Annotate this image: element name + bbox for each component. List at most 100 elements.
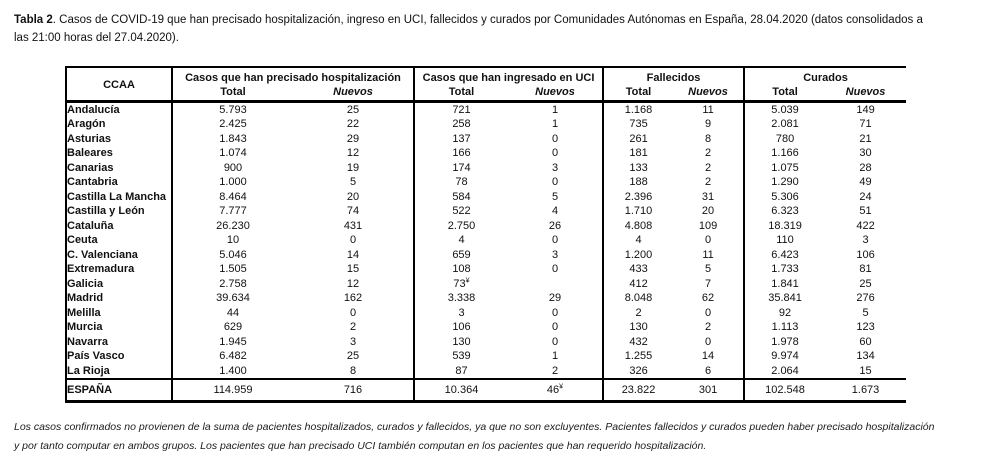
value-cell: 24 [859, 190, 872, 203]
value-cell: 0 [551, 176, 559, 188]
value-cell: 1 [551, 103, 559, 116]
value-cell: 74 [346, 205, 360, 217]
table-caption-line2: las 21:00 horas del 27.04.2020). [14, 32, 179, 44]
group-header-hospitalizacion: Casos que han precisado hospitalización [171, 67, 414, 85]
value-cell: 276 [856, 292, 875, 304]
value-cell: 108 [413, 262, 508, 277]
ccaa-cell: Asturias [67, 132, 112, 145]
value-cell: 110 [743, 233, 826, 248]
table-total-row: ESPAÑA 114.959 716 10.364 46¥ 23.822 301 102.54… [66, 379, 907, 402]
value-cell: 0 [551, 306, 559, 319]
value-cell: 149 [856, 103, 875, 116]
value-cell: 46¥ [546, 383, 564, 396]
ccaa-cell: Aragón [67, 118, 106, 130]
ccaa-cell: Cataluña [67, 219, 114, 232]
value-cell: 7 [704, 277, 712, 290]
value-cell: 39.634 [171, 291, 293, 306]
value-cell: 29 [548, 292, 562, 304]
value-cell: 123 [856, 321, 875, 333]
value-cell: 0 [551, 321, 559, 333]
table-header: CCAA Casos que han precisado hospitaliza… [66, 67, 907, 101]
value-cell: 432 [602, 334, 674, 349]
subheader-hosp-nuevos: Nuevos [333, 86, 373, 99]
value-cell: 301 [698, 384, 718, 396]
value-cell: 15 [346, 263, 360, 275]
value-cell: 174 [413, 160, 508, 175]
value-cell: 1.505 [171, 262, 293, 277]
value-cell: 9 [704, 118, 712, 130]
table-row: La Rioja 1.400 8 87 2 326 6 2.064 15 [66, 363, 906, 379]
value-cell: 1.945 [171, 334, 293, 349]
table-row: Aragón 2.425 22 258 1 735 9 2.081 71 [66, 117, 906, 132]
value-cell: 629 [171, 320, 293, 335]
table-caption: Tabla 2. Casos de COVID-19 que han preci… [14, 11, 968, 47]
value-cell: 5.306 [743, 189, 826, 204]
footnote-marker: ¥ [465, 276, 470, 284]
value-cell: 5 [551, 190, 559, 203]
value-cell: 780 [743, 131, 826, 146]
value-cell: 1.733 [743, 262, 826, 277]
value-cell: 2 [704, 321, 712, 333]
value-cell: 258 [413, 117, 508, 132]
table-row: Navarra 1.945 3 130 0 432 0 1.978 60 [66, 334, 906, 349]
value-cell: 1.400 [171, 363, 293, 379]
value-cell: 1.710 [602, 204, 674, 219]
table-row: Madrid 39.634 162 3.338 29 8.048 62 35.841 276 [66, 291, 906, 306]
value-cell: 0 [551, 132, 559, 145]
value-cell: 5 [349, 176, 357, 188]
value-cell: 1.290 [743, 175, 826, 190]
value-cell: 188 [602, 175, 674, 190]
value-cell: 11 [702, 248, 714, 261]
table-row: Extremadura 1.505 15 108 0 433 5 1.733 81 [66, 262, 906, 277]
ccaa-cell: Navarra [67, 335, 108, 348]
ccaa-cell: Melilla [67, 306, 101, 319]
table-row: Asturias 1.843 29 137 0 261 8 780 21 [66, 131, 906, 146]
group-header-uci: Casos que han ingresado en UCI [412, 67, 604, 85]
value-cell: 1.074 [171, 146, 293, 161]
value-cell: 1 [551, 350, 559, 362]
value-cell: 10.364 [413, 379, 508, 402]
value-cell: 44 [171, 305, 293, 320]
value-cell: 584 [413, 189, 508, 204]
value-cell: 539 [413, 349, 508, 364]
value-cell: 0 [349, 234, 357, 246]
value-cell: 130 [413, 334, 508, 349]
subheader-hosp-total: Total [171, 85, 293, 101]
value-cell: 5.046 [171, 247, 293, 262]
value-cell: 92 [743, 305, 826, 320]
value-cell: 19 [346, 161, 360, 174]
value-cell: 433 [602, 262, 674, 277]
value-cell: 6.323 [743, 204, 826, 219]
table-caption-label: Tabla 2 [14, 14, 53, 26]
ccaa-cell: Cantabria [67, 176, 118, 188]
value-cell: 1.673 [851, 384, 880, 396]
ccaa-cell: C. Valenciana [67, 248, 138, 261]
ccaa-cell: La Rioja [67, 364, 110, 377]
value-cell: 1.166 [743, 146, 826, 161]
value-cell: 0 [551, 263, 559, 275]
value-cell: 78 [413, 175, 508, 190]
value-cell: 900 [171, 160, 293, 175]
value-cell: 102.548 [743, 379, 826, 402]
value-cell: 181 [602, 146, 674, 161]
value-cell: 3 [413, 305, 508, 320]
value-cell: 62 [701, 292, 715, 304]
value-cell: 1.075 [743, 160, 826, 175]
value-cell: 14 [701, 350, 715, 362]
value-cell: 133 [602, 160, 674, 175]
value-cell: 73¥ [413, 276, 508, 291]
value-cell: 22 [346, 118, 360, 130]
value-cell: 25 [859, 277, 872, 290]
table-row: Castilla La Mancha 8.464 20 584 5 2.396 31 5.30… [66, 189, 906, 204]
table-body: Andalucía 5.793 25 721 1 1.168 11 5.039 149 Aragó… [66, 101, 907, 402]
value-cell: 3 [551, 248, 559, 261]
value-cell: 1.978 [743, 334, 826, 349]
ccaa-cell: Galicia [67, 277, 104, 290]
value-cell: 1.841 [743, 276, 826, 291]
table-row: País Vasco 6.482 25 539 1 1.255 14 9.974 134 [66, 349, 906, 364]
value-cell: 25 [346, 103, 360, 116]
value-cell: 49 [859, 176, 872, 188]
table-row: Ceuta 10 0 4 0 4 0 110 3 [66, 233, 906, 248]
subheader-uci-total: Total [413, 85, 508, 101]
value-cell: 2.750 [413, 218, 508, 233]
